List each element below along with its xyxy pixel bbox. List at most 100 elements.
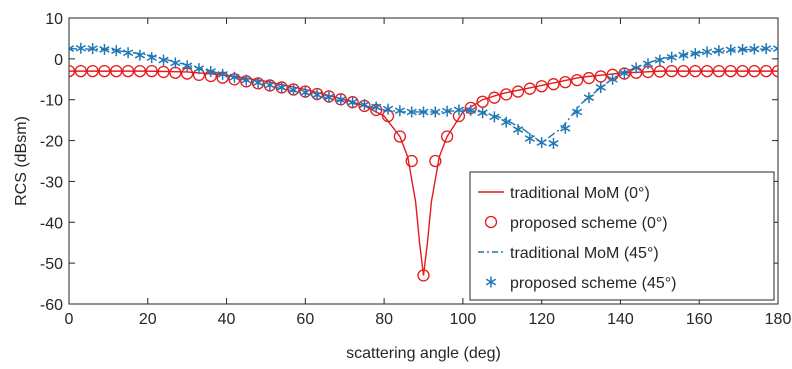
data-point [134,49,146,61]
data-point [347,96,358,108]
data-point [501,116,512,128]
data-point [511,85,525,98]
data-point [405,154,418,168]
star-stroke [323,93,335,101]
data-point [382,103,394,115]
star-stroke [193,65,205,73]
data-point [489,111,500,123]
star-stroke [477,109,488,117]
star-stroke [87,45,98,53]
y-tick-label: -40 [40,215,63,232]
star-stroke [583,94,595,102]
star-stroke [288,86,299,94]
data-point [430,106,441,118]
data-point [690,48,701,60]
data-point [323,91,335,103]
star-stroke [749,45,760,53]
data-point [69,64,76,78]
y-tick-label: -20 [40,134,63,151]
data-point [465,104,476,116]
data-point [229,71,240,83]
star-stroke [772,45,778,50]
data-point [772,43,778,55]
x-tick-label: 140 [607,311,634,328]
star-stroke [335,96,346,104]
legend-label: proposed scheme (45°) [510,275,676,292]
data-point [440,130,454,143]
data-point [158,54,169,66]
data-point [760,64,773,78]
data-point [654,54,665,66]
data-point [193,63,205,75]
data-point [406,106,417,118]
star-stroke [75,44,86,52]
x-tick-label: 20 [139,311,157,328]
star-stroke [678,51,689,59]
y-tick-label: 0 [54,52,63,69]
star-stroke [501,118,512,126]
data-point [453,104,465,116]
star-stroke [690,50,701,57]
data-point [69,43,75,55]
data-point [359,99,370,111]
star-stroke [701,48,713,56]
data-point [724,64,737,78]
data-point [111,45,122,57]
data-point [570,73,584,87]
star-stroke [182,62,193,70]
data-point [571,106,583,118]
data-point [771,64,778,78]
legend-label: proposed scheme (0°) [510,215,668,232]
star-stroke [134,51,146,59]
data-point [701,46,713,58]
data-point [725,44,736,56]
star-stroke [217,70,228,78]
x-axis-label: scattering angle (deg) [346,345,501,362]
data-point [477,107,488,119]
star-stroke [485,278,497,286]
data-point [689,64,702,78]
y-tick-label: -50 [40,256,63,273]
y-tick-label: -60 [40,297,63,314]
data-point [607,73,618,85]
data-point [559,75,572,89]
data-point [110,64,123,78]
data-point [583,92,595,104]
star-stroke [761,45,772,53]
data-point [736,64,749,78]
data-point [677,64,690,78]
star-stroke [229,73,240,81]
star-stroke [241,76,252,84]
data-point [619,67,630,79]
data-point [512,124,524,136]
star-stroke [371,103,382,111]
star-stroke [111,47,122,55]
data-point [700,64,714,78]
legend: traditional MoM (0°) proposed scheme (0°)… [469,171,775,301]
star-stroke [607,75,618,83]
y-tick-label: 10 [45,11,63,28]
star-stroke [642,60,654,68]
data-point [371,101,382,113]
star-stroke [158,56,169,64]
data-point [312,89,323,101]
data-point [548,137,559,149]
axis-ticks: 0 20 40 60 80 100 120 140 160 180-60-50-40-30-20-… [40,11,792,328]
star-stroke [666,53,677,61]
data-point [642,58,654,70]
data-point [87,43,98,55]
data-point [146,52,157,64]
star-stroke [382,105,394,113]
data-point [594,70,607,83]
star-stroke [465,106,476,114]
data-point [98,64,111,78]
star-stroke [418,108,429,116]
legend-entry: traditional MoM (0°) [478,185,650,202]
star-stroke [252,79,264,86]
data-point [252,77,264,89]
star-stroke [737,46,748,53]
data-point [74,64,87,78]
y-tick-label: -10 [40,93,63,110]
